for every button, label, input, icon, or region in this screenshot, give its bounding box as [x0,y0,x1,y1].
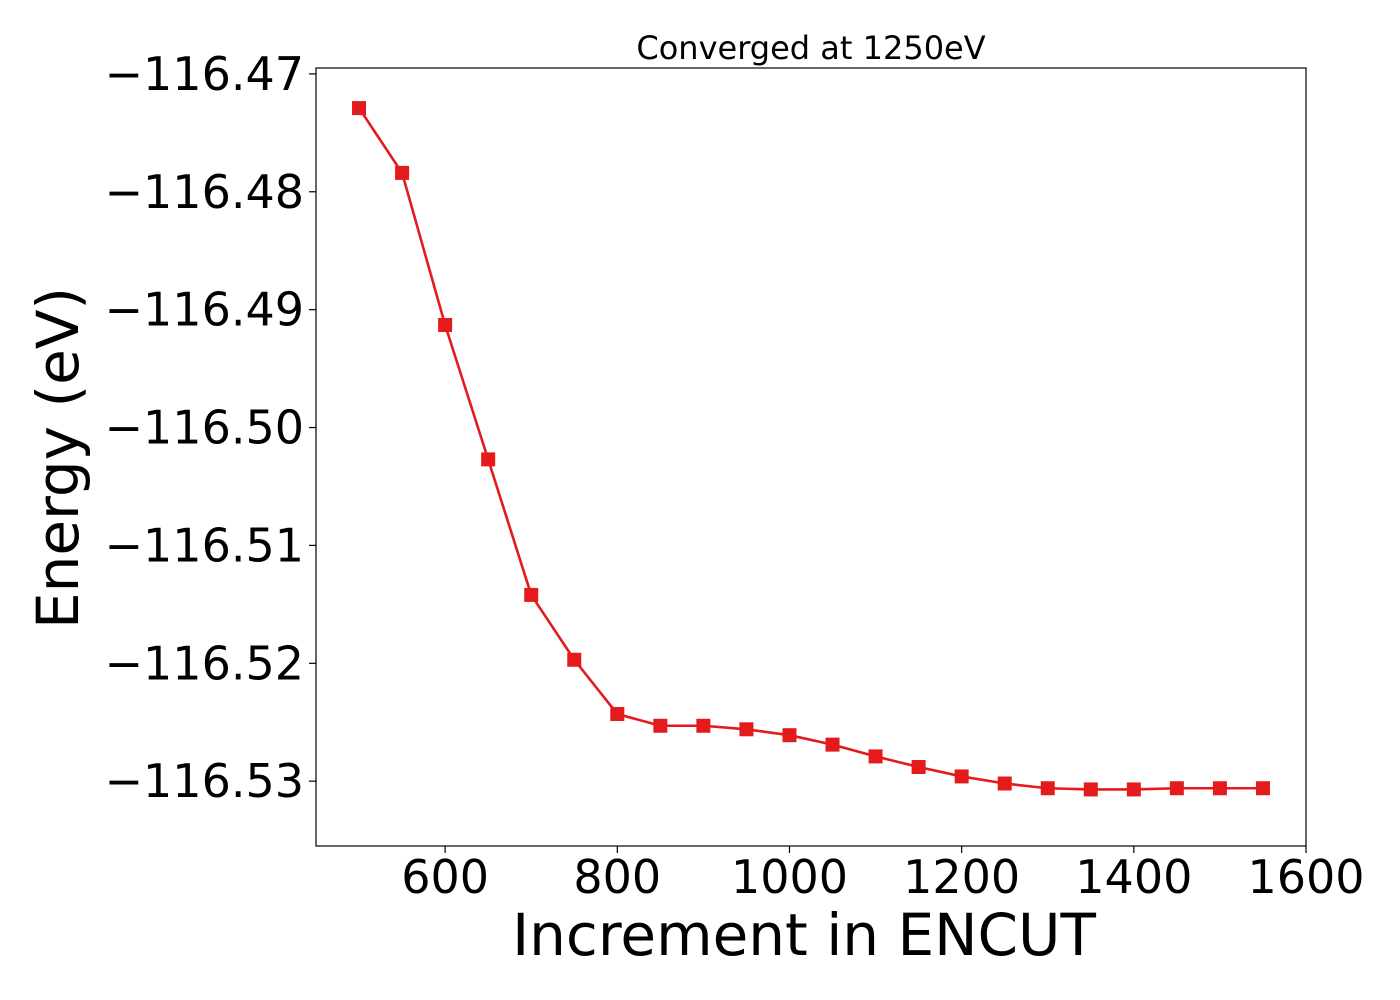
data-point [739,722,754,737]
plot-frame [315,67,1307,847]
series-layer [352,101,1270,797]
data-point [395,165,410,180]
y-axis-label: Energy (eV) [24,287,92,629]
data-point [1083,782,1098,797]
data-point [567,652,582,667]
y-tick-label: −116.51 [105,518,305,572]
data-point [1169,781,1184,796]
data-point [954,769,969,784]
x-tick-label: 800 [573,850,661,904]
data-point [1126,782,1141,797]
x-tick-label: 1200 [903,850,1020,904]
data-point [825,737,840,752]
data-point [696,718,711,733]
y-tick-label: −116.52 [105,636,305,690]
data-point [438,317,453,332]
x-axis-label: Increment in ENCUT [512,901,1096,969]
y-tick-label: −116.47 [105,47,305,101]
data-point [782,728,797,743]
data-point [524,587,539,602]
x-tick-label: 1400 [1075,850,1192,904]
y-tick-label: −116.53 [105,754,305,808]
data-point [653,718,668,733]
data-point [1212,781,1227,796]
axis-ticks: 600 800 1000 1200 1400 1600 −116.47 −116.48 −116… [105,47,1365,904]
data-point [997,776,1012,791]
chart-title: Converged at 1250eV [636,29,985,67]
y-tick-label: −116.50 [105,401,305,455]
series-line [357,107,1263,791]
x-tick-label: 1600 [1247,850,1364,904]
x-tick-label: 1000 [731,850,848,904]
data-point [1255,781,1270,796]
data-point [610,706,625,721]
data-point [481,452,496,467]
data-point [352,101,367,116]
y-tick-label: −116.49 [105,283,305,337]
x-tick-label: 600 [401,850,489,904]
data-point [1040,781,1055,796]
data-point [911,760,926,775]
y-tick-label: −116.48 [105,165,305,219]
data-point [868,749,883,764]
